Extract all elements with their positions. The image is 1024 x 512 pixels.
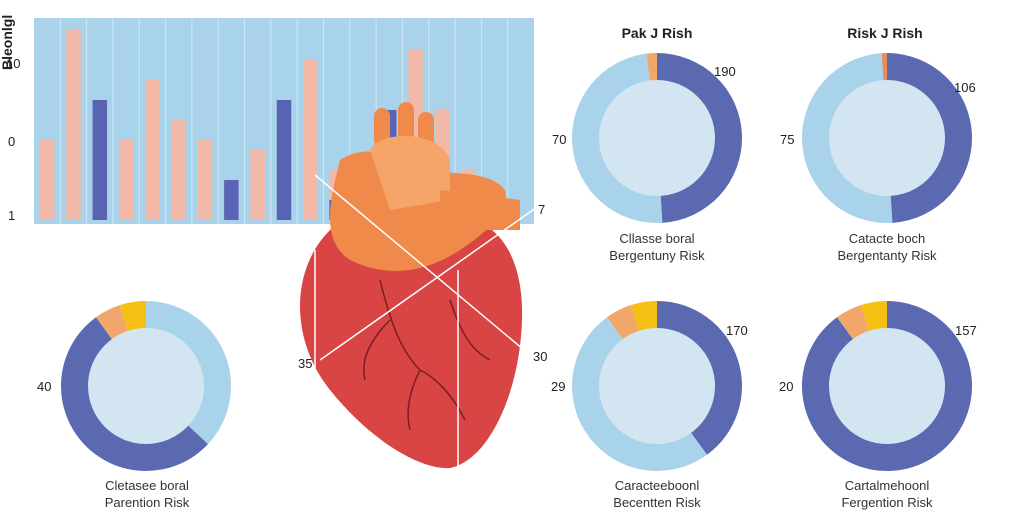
donut-2-title: Risk J Rish bbox=[847, 25, 923, 41]
donut-1-label-left: 70 bbox=[552, 132, 567, 147]
heart-vein-network bbox=[363, 279, 491, 431]
bar-series-1-bar-9 bbox=[276, 100, 292, 220]
bar-series-0-bar-6 bbox=[197, 140, 213, 220]
bar-series-0-bar-10 bbox=[303, 60, 318, 220]
donut-4-caption-line-1: Caracteeboonl bbox=[614, 478, 700, 493]
donut-2-label-left: 75 bbox=[780, 132, 795, 147]
donut-chart-2 bbox=[802, 53, 973, 224]
donut-3-label-left: 40 bbox=[37, 379, 52, 394]
donut-2-caption-line-1: Catacte boch bbox=[848, 231, 926, 246]
heart-label-right: 30 bbox=[533, 349, 548, 364]
bar-series-0-bar-3 bbox=[118, 140, 134, 220]
y-tick-10: 10 bbox=[6, 56, 20, 71]
donut-3-caption-line-1: Cletasee boral bbox=[105, 478, 189, 493]
donut-1-label-right: 190 bbox=[714, 64, 736, 79]
donut-1-center bbox=[599, 80, 715, 196]
donut-1-title: Pak J Rish bbox=[621, 25, 693, 41]
y-tick-0: 0 bbox=[8, 134, 15, 149]
aorta-branch-1 bbox=[374, 108, 390, 148]
bar-series-0-bar-8 bbox=[250, 150, 265, 220]
donut-4-caption: Caracteeboonl Becentten Risk bbox=[547, 477, 767, 511]
donut-5-caption-line-2: Fergention Risk bbox=[841, 495, 933, 510]
bar-series-0-bar-4 bbox=[145, 80, 160, 220]
donut-4-label-left: 29 bbox=[551, 379, 566, 394]
donut-5-label-left: 20 bbox=[779, 379, 794, 394]
bar-series-0-bar-1 bbox=[66, 30, 81, 220]
heart-illustration bbox=[300, 102, 541, 470]
bar-series-1-bar-2 bbox=[92, 100, 108, 220]
donut-4-center bbox=[599, 328, 715, 444]
donut-1-caption-line-1: Cllasse boral bbox=[619, 231, 695, 246]
aorta-arch bbox=[370, 136, 450, 210]
bar-series-0-bar-0 bbox=[39, 140, 55, 220]
heart-ventricle bbox=[300, 215, 523, 469]
bar-series-0-bar-5 bbox=[171, 120, 186, 220]
donut-chart-3 bbox=[61, 301, 231, 471]
donut-3-caption-line-2: Parention Risk bbox=[104, 495, 190, 510]
donut-1-caption-line-2: Bergentuny Risk bbox=[609, 248, 705, 263]
y-axis-label: Bleonlgl bbox=[0, 15, 15, 70]
donut-2-caption-line-2: Bergentanty Risk bbox=[837, 248, 937, 263]
donut-3-caption: Cletasee boral Parention Risk bbox=[37, 477, 257, 511]
pulmonary-vessel bbox=[440, 190, 520, 230]
donut-4-caption-line-2: Becentten Risk bbox=[613, 495, 701, 510]
donut-5-label-right: 157 bbox=[955, 323, 977, 338]
donut-chart-4 bbox=[572, 301, 742, 471]
donut-2-label-right: 106 bbox=[954, 80, 976, 95]
aorta-branch-2 bbox=[398, 102, 414, 142]
heart-label-top: 7 bbox=[538, 202, 546, 217]
donut-chart-5 bbox=[802, 301, 972, 471]
donut-5-caption: Cartalmehoonl Fergention Risk bbox=[777, 477, 997, 511]
donut-5-center bbox=[829, 328, 945, 444]
heart-cross-line-2 bbox=[319, 204, 541, 361]
heart-label-left: 35 bbox=[298, 356, 313, 371]
donut-5-caption-line-1: Cartalmehoonl bbox=[844, 478, 930, 493]
bar-series-1-bar-7 bbox=[224, 180, 239, 220]
donut-chart-1 bbox=[571, 53, 743, 224]
donut-4-label-right: 170 bbox=[726, 323, 748, 338]
donut-1-caption: Cllasse boral Bergentuny Risk bbox=[547, 230, 767, 264]
heart-atrium bbox=[330, 151, 506, 271]
donut-2-caption: Catacte boch Bergentanty Risk bbox=[777, 230, 997, 264]
heart-cross-line-1 bbox=[314, 174, 531, 356]
donut-3-center bbox=[88, 328, 204, 444]
donut-2-center bbox=[829, 80, 945, 196]
y-tick-1: 1 bbox=[8, 208, 15, 223]
